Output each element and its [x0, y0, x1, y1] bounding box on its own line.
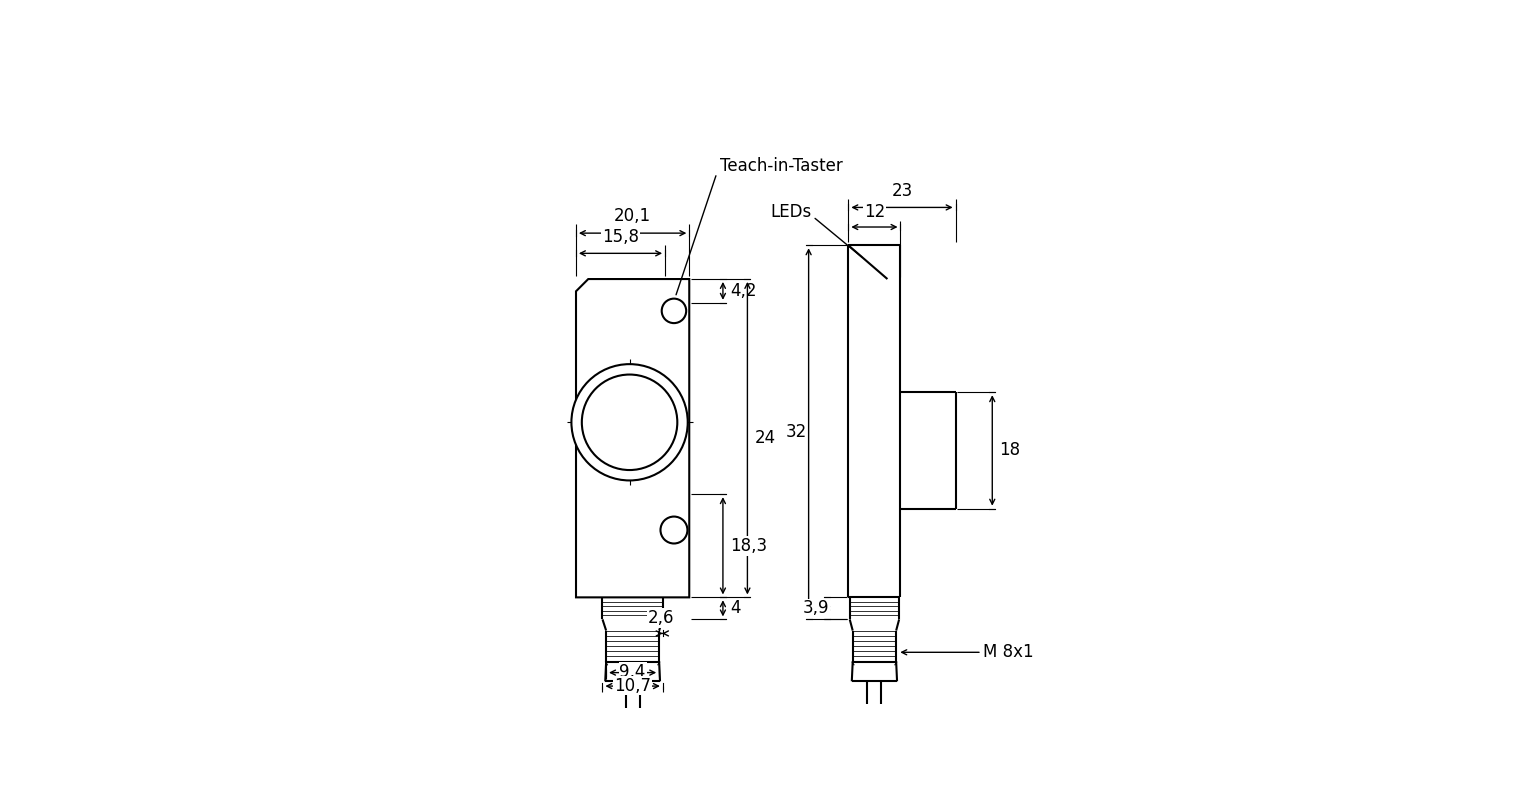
Circle shape: [582, 374, 677, 470]
Text: 15,8: 15,8: [602, 228, 639, 246]
Text: 2,6: 2,6: [648, 609, 674, 627]
Text: 10,7: 10,7: [614, 677, 651, 695]
Text: 3,9: 3,9: [802, 599, 829, 618]
Circle shape: [571, 364, 688, 480]
Text: LEDs: LEDs: [771, 203, 811, 221]
Circle shape: [662, 299, 687, 323]
Text: 20,1: 20,1: [614, 207, 651, 224]
Text: 4,2: 4,2: [730, 282, 757, 300]
Text: Teach-in-Taster: Teach-in-Taster: [720, 157, 843, 175]
Text: 24: 24: [754, 429, 776, 448]
Text: 9,4: 9,4: [619, 663, 645, 681]
Text: 18: 18: [1000, 441, 1021, 460]
Text: 32: 32: [785, 424, 806, 441]
Text: 18,3: 18,3: [730, 537, 768, 555]
Polygon shape: [576, 279, 690, 597]
Circle shape: [660, 517, 688, 544]
Text: 23: 23: [891, 182, 912, 200]
Text: M 8x1: M 8x1: [983, 643, 1034, 661]
Text: 12: 12: [863, 203, 885, 221]
Text: 4: 4: [730, 599, 740, 618]
